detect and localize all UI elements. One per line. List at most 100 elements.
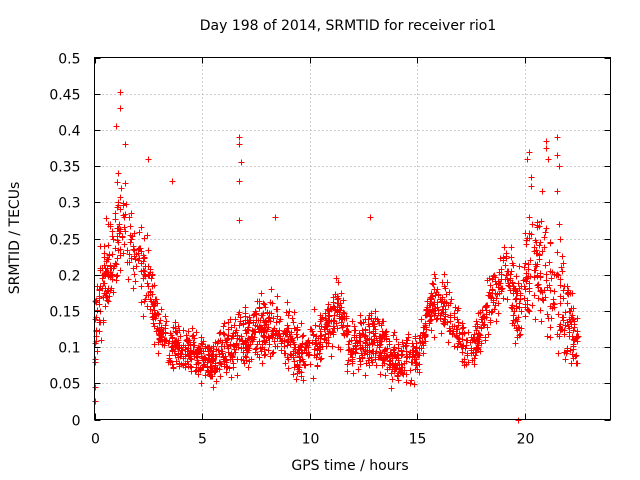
data-point <box>495 280 502 287</box>
data-point <box>395 377 402 384</box>
data-point <box>451 323 458 330</box>
data-point <box>102 303 109 310</box>
data-point <box>505 268 512 275</box>
data-point <box>271 338 278 345</box>
data-point <box>296 368 303 375</box>
data-point <box>158 306 165 313</box>
data-point <box>105 298 112 305</box>
data-point <box>489 276 496 283</box>
data-point <box>547 268 554 275</box>
data-point <box>352 343 359 350</box>
data-point <box>156 320 163 327</box>
data-point <box>200 348 207 355</box>
data-point <box>116 221 123 228</box>
data-point <box>156 336 163 343</box>
data-point <box>531 267 538 274</box>
data-point <box>252 349 259 356</box>
data-point <box>532 316 539 323</box>
data-point <box>284 299 291 306</box>
data-point <box>575 333 582 340</box>
data-point <box>324 326 331 333</box>
data-point <box>115 170 122 177</box>
data-point <box>147 306 154 313</box>
data-point <box>502 262 509 269</box>
data-point <box>426 320 433 327</box>
data-point <box>498 286 505 293</box>
data-point <box>172 344 179 351</box>
data-point <box>314 363 321 370</box>
data-point <box>463 337 470 344</box>
data-point <box>567 290 574 297</box>
data-point <box>300 377 307 384</box>
data-point <box>169 361 176 368</box>
data-point <box>459 358 466 365</box>
data-point <box>185 363 192 370</box>
data-point <box>107 287 114 294</box>
outlier-point <box>117 105 124 112</box>
data-point <box>238 356 245 363</box>
data-point <box>258 325 265 332</box>
data-point <box>376 333 383 340</box>
data-point <box>513 316 520 323</box>
data-point <box>109 251 116 258</box>
data-point <box>217 329 224 336</box>
data-point <box>197 366 204 373</box>
outlier-point <box>367 214 374 221</box>
data-point <box>191 351 198 358</box>
data-point <box>272 343 279 350</box>
data-point <box>133 263 140 270</box>
data-point <box>289 315 296 322</box>
data-point <box>366 323 373 330</box>
data-point <box>487 282 494 289</box>
data-point <box>500 295 507 302</box>
data-point <box>221 320 228 327</box>
data-point <box>484 277 491 284</box>
data-point <box>422 338 429 345</box>
data-point <box>408 377 415 384</box>
data-point <box>384 366 391 373</box>
data-point <box>150 320 157 327</box>
data-point <box>357 312 364 319</box>
data-point <box>518 308 525 315</box>
data-point <box>336 311 343 318</box>
data-point <box>183 337 190 344</box>
x-axis-label: GPS time / hours <box>291 458 408 474</box>
data-point <box>221 331 228 338</box>
data-point <box>104 265 111 272</box>
data-point <box>248 356 255 363</box>
data-point <box>524 297 531 304</box>
data-point <box>261 352 268 359</box>
data-point <box>204 363 211 370</box>
data-point <box>278 347 285 354</box>
data-point <box>493 295 500 302</box>
data-point <box>298 320 305 327</box>
data-point <box>120 200 127 207</box>
data-point <box>368 336 375 343</box>
data-point <box>422 332 429 339</box>
data-point <box>525 273 532 280</box>
data-point <box>118 185 125 192</box>
data-point <box>165 340 172 347</box>
data-point <box>543 225 550 232</box>
data-point <box>370 328 377 335</box>
data-point <box>465 359 472 366</box>
data-point <box>144 280 151 287</box>
data-point <box>94 307 101 314</box>
data-point <box>298 373 305 380</box>
data-point <box>100 317 107 324</box>
data-point <box>368 310 375 317</box>
data-point <box>270 349 277 356</box>
data-point <box>278 338 285 345</box>
data-point <box>229 356 236 363</box>
data-point <box>205 357 212 364</box>
data-point <box>140 258 147 265</box>
data-point <box>171 340 178 347</box>
data-point <box>551 288 558 295</box>
data-point <box>431 271 438 278</box>
data-point <box>125 276 132 283</box>
data-point <box>331 304 338 311</box>
data-point <box>533 247 540 254</box>
data-point <box>225 332 232 339</box>
data-point <box>262 351 269 358</box>
data-point <box>114 255 121 262</box>
